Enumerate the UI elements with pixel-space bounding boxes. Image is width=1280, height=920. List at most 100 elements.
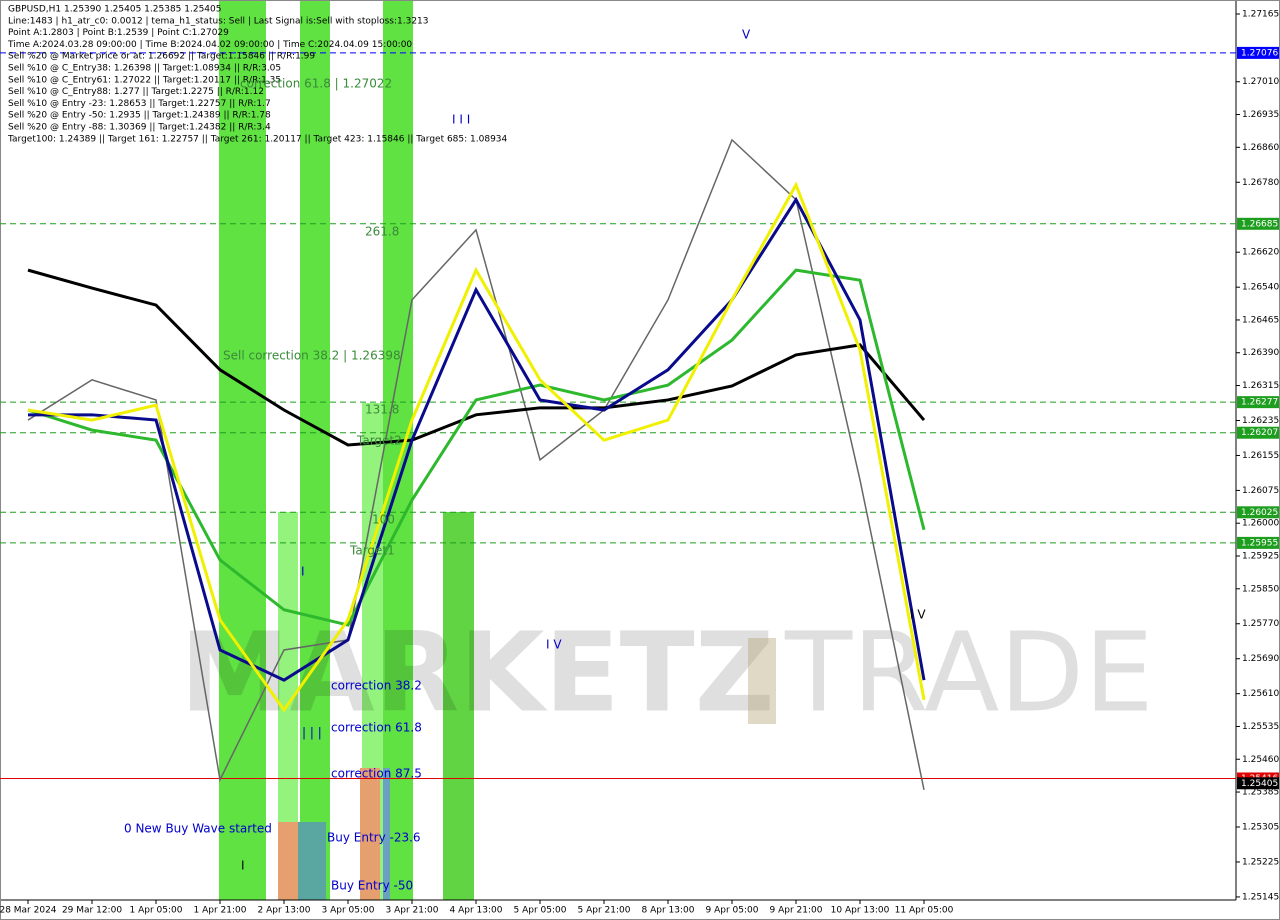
level-label: 1.26685 [1241, 219, 1278, 229]
zone [298, 822, 326, 900]
x-tick-label: 9 Apr 05:00 [706, 906, 759, 916]
annotation: Target2 [356, 434, 402, 448]
annotation: correction 87.5 [331, 767, 422, 781]
level-box [1237, 217, 1279, 230]
annotation: correction 61.8 [331, 721, 422, 735]
annotation: I V [546, 638, 562, 652]
y-tick-label: 1.26235 [1242, 416, 1279, 426]
x-tick-label: 8 Apr 13:00 [642, 906, 695, 916]
y-tick-label: 1.26860 [1242, 143, 1279, 153]
y-tick-label: 1.26465 [1242, 315, 1279, 325]
watermark-text: TRADE [784, 608, 1154, 736]
annotation: 131.8 [365, 403, 399, 417]
zone [443, 512, 474, 900]
level-label: 1.25405 [1241, 779, 1278, 789]
x-tick-label: 3 Apr 21:00 [386, 906, 439, 916]
y-tick-label: 1.27010 [1242, 77, 1279, 87]
x-tick-label: 2 Apr 13:00 [258, 906, 311, 916]
annotation: 100 [372, 513, 395, 527]
level-box [1237, 536, 1279, 549]
annotation: | | | [302, 726, 322, 740]
level-box [1237, 426, 1279, 439]
level-box [1237, 396, 1279, 409]
annotation: Target1 [349, 544, 395, 558]
zone [383, 768, 390, 900]
y-tick-label: 1.25610 [1242, 689, 1279, 699]
level-label: 1.26277 [1241, 398, 1278, 408]
y-tick-label: 1.26780 [1242, 178, 1279, 188]
series-line [27, 181, 926, 713]
header-line: Sell %20 @ Entry -50: 1.2935 || Target:1… [8, 111, 271, 121]
annotation: 261.8 [365, 225, 399, 239]
x-tick-label: 4 Apr 13:00 [450, 906, 503, 916]
x-tick-label: 5 Apr 05:00 [514, 906, 567, 916]
y-tick-label: 1.25225 [1242, 857, 1279, 867]
header-line: Sell %10 @ C_Entry61: 1.27022 || Target:… [8, 75, 281, 85]
annotation: V [742, 28, 751, 42]
zone [360, 768, 380, 900]
y-tick-label: 1.25925 [1242, 551, 1279, 561]
header-line: Time A:2024.03.28 09:00:00 | Time B:2024… [7, 40, 412, 50]
x-tick-label: 1 Apr 05:00 [130, 906, 183, 916]
x-tick-label: 28 Mar 2024 [0, 906, 57, 916]
annotation: 0 New Buy Wave started [124, 822, 272, 836]
level-box [1237, 46, 1279, 59]
y-tick-label: 1.26155 [1242, 451, 1279, 461]
annotation: Buy Entry -23.6 [327, 831, 421, 845]
series-line [28, 196, 926, 682]
y-tick-label: 1.25460 [1242, 755, 1279, 765]
level-label: 1.26025 [1241, 508, 1278, 518]
annotation: I V [910, 608, 926, 622]
header-line: GBPUSD,H1 1.25390 1.25405 1.25385 1.2540… [8, 5, 221, 15]
annotation: correction 38.2 [331, 679, 422, 693]
y-tick-label: 1.25385 [1242, 788, 1279, 798]
x-tick-label: 5 Apr 21:00 [578, 906, 631, 916]
y-tick-label: 1.27165 [1242, 9, 1279, 19]
level-label: 1.25955 [1241, 538, 1278, 548]
header-line: Sell %20 @ Market price or at: 1.26692 |… [8, 52, 315, 62]
y-tick-label: 1.26000 [1242, 519, 1279, 529]
y-tick-label: 1.26315 [1242, 381, 1279, 391]
x-tick-label: 3 Apr 05:00 [322, 906, 375, 916]
x-tick-label: 11 Apr 05:00 [895, 906, 954, 916]
y-tick-label: 1.25305 [1242, 823, 1279, 833]
annotation: correction 61.8 | 1.27022 [240, 77, 392, 91]
level-label: 1.27076 [1241, 48, 1278, 58]
level-label: 1.26207 [1241, 428, 1278, 438]
watermark-text: MARKETZ [180, 608, 774, 736]
watermark: MARKETZ TRADE [180, 608, 1154, 736]
level-box [1237, 777, 1279, 790]
zone [219, 0, 266, 900]
header-line: Point A:1.2803 | Point B:1.2539 | Point … [8, 28, 229, 38]
y-tick-label: 1.25850 [1242, 584, 1279, 594]
annotation: Sell correction 38.2 | 1.26398 [223, 349, 401, 363]
annotation: I [241, 859, 245, 873]
zone [278, 822, 298, 900]
annotation: I [301, 565, 305, 579]
zone [300, 0, 330, 900]
header-line: Line:1483 | h1_atr_c0: 0.0012 | tema_h1_… [8, 16, 429, 26]
y-tick-label: 1.26540 [1242, 283, 1279, 293]
x-tick-label: 9 Apr 21:00 [770, 906, 823, 916]
x-tick-label: 10 Apr 13:00 [831, 906, 890, 916]
header-line: Sell %10 @ Entry -23: 1.28653 || Target:… [8, 99, 271, 109]
y-tick-label: 1.25535 [1242, 722, 1279, 732]
level-box [1237, 506, 1279, 519]
series-line [27, 268, 926, 447]
series-line [27, 138, 925, 791]
y-tick-label: 1.25145 [1242, 892, 1279, 902]
annotation: I I I [452, 113, 470, 127]
header-line: Sell %10 @ C_Entry88: 1.277 || Target:1.… [8, 87, 264, 97]
y-tick-label: 1.25690 [1242, 654, 1279, 664]
x-tick-label: 29 Mar 12:00 [62, 906, 122, 916]
watermark-bar [748, 638, 776, 724]
header-line: Target100: 1.24389 || Target 161: 1.2275… [7, 134, 508, 144]
annotation: Buy Entry -50 [331, 879, 413, 893]
y-tick-label: 1.26620 [1242, 248, 1279, 258]
header-line: Sell %10 @ C_Entry38: 1.26398 || Target:… [8, 64, 281, 74]
x-tick-label: 1 Apr 21:00 [194, 906, 247, 916]
y-tick-label: 1.26075 [1242, 486, 1279, 496]
y-tick-label: 1.25770 [1242, 619, 1279, 629]
